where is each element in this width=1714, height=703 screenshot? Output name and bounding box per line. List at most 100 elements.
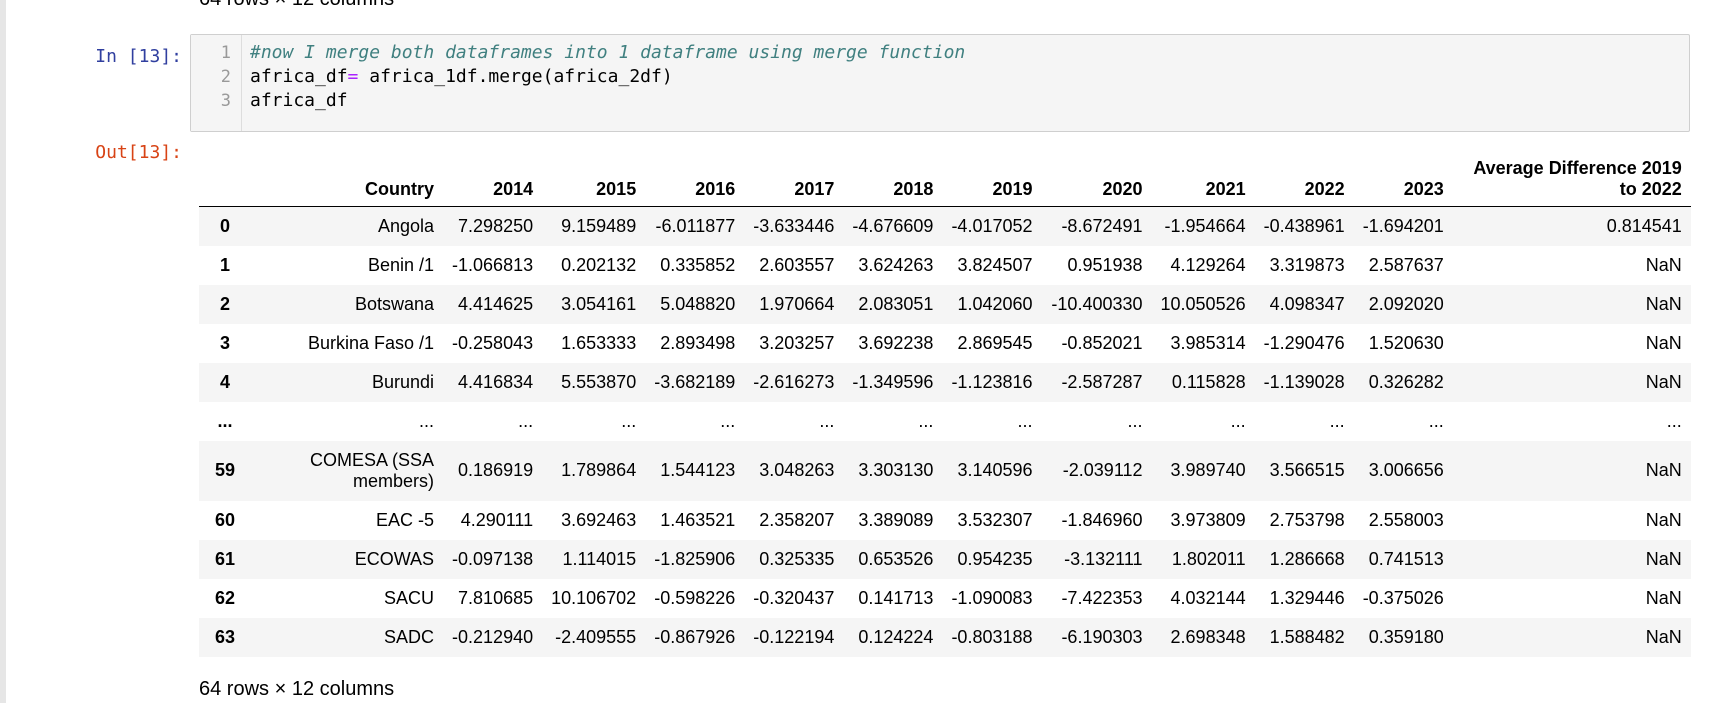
value-cell: NaN [1645, 509, 1682, 530]
value-cell: 1.463521 [660, 509, 736, 530]
table-row: 59 COMESA (SSA members) 0.186919 1.789864 1.… [199, 440, 1691, 501]
table-row: 2 Botswana 4.414625 3.054161 5.048820 1.97066… [199, 284, 1691, 324]
line-number-gutter: 1 2 3 [191, 35, 242, 131]
value-cell: ... [1230, 410, 1246, 431]
row-index: 1 [220, 254, 231, 275]
value-cell: 0.115828 [1171, 371, 1246, 392]
column-header: 2023 [1353, 146, 1453, 207]
column-header: 2021 [1151, 146, 1255, 207]
row-index: 63 [215, 626, 236, 647]
value-cell: 1.286668 [1269, 548, 1345, 569]
value-cell: 10.106702 [551, 587, 637, 608]
value-cell: 3.624263 [858, 254, 934, 275]
value-cell: 3.566515 [1269, 460, 1345, 480]
value-cell: -0.320437 [753, 587, 835, 608]
line-number: 3 [220, 91, 231, 111]
value-cell: -8.672491 [1061, 215, 1143, 236]
value-cell: 4.290111 [460, 509, 534, 530]
value-cell: 2.603557 [759, 254, 835, 275]
row-index: 4 [220, 371, 231, 392]
value-cell: -0.852021 [1061, 332, 1143, 353]
value-cell: 1.544123 [660, 460, 736, 480]
value-cell: ... [1127, 410, 1143, 431]
value-cell: 3.973809 [1170, 509, 1246, 530]
value-cell: 0.951938 [1067, 254, 1143, 275]
value-cell: -0.258043 [452, 332, 534, 353]
value-cell: 1.588482 [1269, 626, 1345, 647]
country-cell: Benin /1 [367, 254, 435, 275]
column-header: 2020 [1041, 146, 1152, 207]
code-line-merge[interactable]: africa_df= africa_1df.merge(africa_2df) [250, 66, 673, 87]
country-cell: Angola [377, 215, 435, 236]
value-cell: ... [720, 410, 736, 431]
value-cell: NaN [1645, 332, 1682, 353]
value-cell: -0.803188 [951, 626, 1033, 647]
value-cell: -0.438961 [1263, 215, 1345, 236]
value-cell: 0.359180 [1368, 626, 1444, 647]
value-cell: -6.011877 [655, 215, 736, 236]
value-cell: NaN [1645, 371, 1682, 392]
value-cell: -3.132111 [1064, 548, 1143, 569]
code-line-display[interactable]: africa_df [250, 90, 348, 111]
value-cell: -1.123816 [951, 371, 1033, 392]
country-cell: SADC [384, 626, 435, 647]
row-index: 2 [220, 293, 231, 314]
value-cell: 1.970664 [759, 293, 835, 314]
country-cell: Botswana [354, 293, 435, 314]
value-cell: -1.694201 [1362, 215, 1444, 236]
column-header: Average Difference 2019 to 2022 [1452, 146, 1691, 207]
table-row: ....................................... [199, 402, 1691, 441]
input-prompt: In [13]: [95, 46, 182, 67]
value-cell: 0.141713 [858, 587, 934, 608]
value-cell: NaN [1645, 254, 1682, 275]
value-cell: -1.954664 [1164, 215, 1246, 236]
value-cell: 1.653333 [561, 332, 637, 353]
value-cell: -2.409555 [555, 626, 637, 647]
value-cell: ... [819, 410, 835, 431]
table-row: 60 EAC -5 4.290111 3.692463 1.463521 2.358207… [199, 501, 1691, 540]
value-cell: -0.375026 [1362, 587, 1444, 608]
column-header: 2015 [542, 146, 646, 207]
value-cell: 1.789864 [561, 460, 637, 480]
value-cell: -1.846960 [1061, 509, 1143, 530]
value-cell: 1.329446 [1269, 587, 1345, 608]
value-cell: 7.810685 [458, 587, 534, 608]
value-cell: ... [621, 410, 637, 431]
value-cell: -4.017052 [951, 215, 1033, 236]
country-cell: ... [419, 410, 435, 431]
value-cell: 3.389089 [858, 509, 934, 530]
value-cell: 0.814541 [1606, 215, 1682, 236]
value-cell: -3.682189 [654, 371, 736, 392]
value-cell: ... [1428, 410, 1444, 431]
value-cell: 0.954235 [957, 548, 1033, 569]
column-header: 2018 [843, 146, 943, 207]
value-cell: 3.319873 [1269, 254, 1345, 275]
code-cell-editor[interactable]: 1 2 3 #now I merge both dataframes into … [190, 34, 1690, 132]
table-body: 0 Angola 7.298250 9.159489 -6.011877 -3.63344… [199, 206, 1691, 657]
value-cell: 3.054161 [561, 293, 637, 314]
value-cell: 3.140596 [957, 460, 1033, 480]
value-cell: 2.869545 [957, 332, 1033, 353]
row-index: 61 [215, 548, 236, 569]
value-cell: -2.039112 [1062, 460, 1143, 480]
value-cell: -10.400330 [1051, 293, 1143, 314]
dataframe-table: Country 2014 2015 2016 2017 2018 2019 20… [199, 146, 1691, 657]
value-cell: 5.048820 [660, 293, 736, 314]
value-cell: 4.416834 [458, 371, 534, 392]
value-cell: 4.032144 [1170, 587, 1246, 608]
value-cell: -0.867926 [654, 626, 736, 647]
value-cell: -2.616273 [753, 371, 835, 392]
value-cell: 2.587637 [1368, 254, 1444, 275]
value-cell: ... [1017, 410, 1033, 431]
line-number: 2 [220, 67, 231, 87]
value-cell: 2.753798 [1269, 509, 1345, 530]
table-row: 61 ECOWAS -0.097138 1.114015 -1.825906 0.3253… [199, 539, 1691, 579]
value-cell: -0.122194 [753, 626, 835, 647]
code-line-comment[interactable]: #now I merge both dataframes into 1 data… [250, 42, 966, 63]
table-header-row: Country 2014 2015 2016 2017 2018 2019 20… [199, 146, 1691, 207]
value-cell: 3.985314 [1170, 332, 1246, 353]
value-cell: 2.558003 [1368, 509, 1444, 530]
value-cell: -1.825906 [654, 548, 736, 569]
value-cell: 10.050526 [1160, 293, 1246, 314]
column-header: 2014 [443, 146, 543, 207]
